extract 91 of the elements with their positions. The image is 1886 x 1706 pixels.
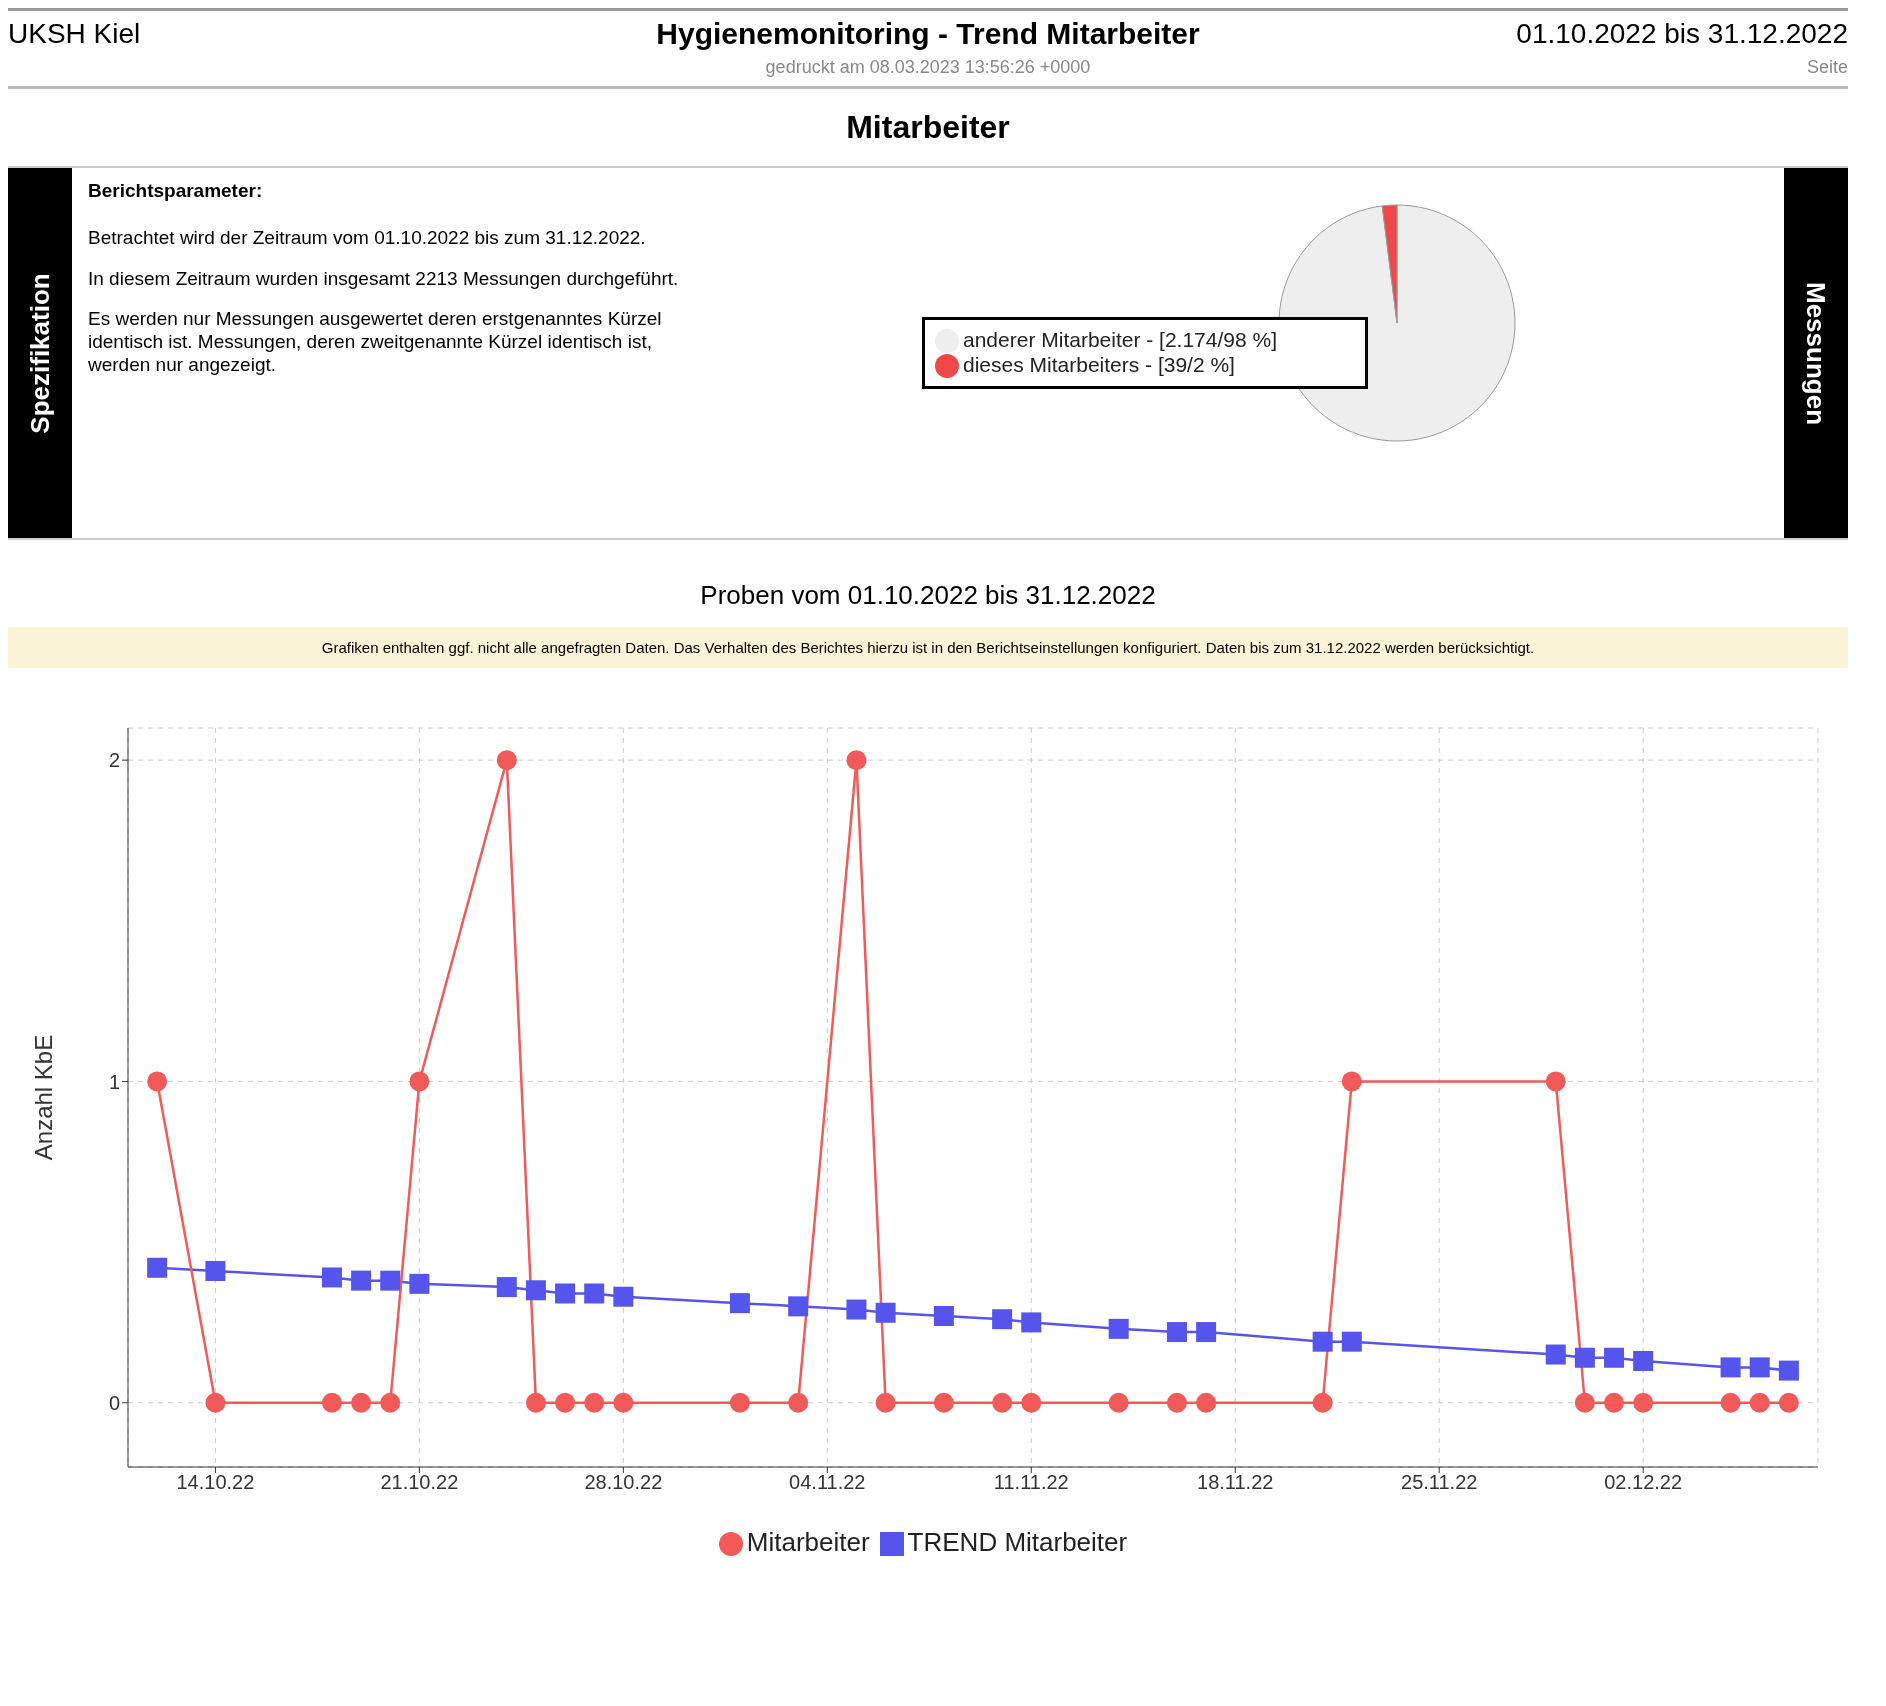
- text: Spezifikation: [24, 272, 56, 434]
- point: [1108, 1318, 1129, 1339]
- point: [1720, 1392, 1741, 1413]
- text: UKSH Kiel: [8, 18, 142, 50]
- point: [1633, 1350, 1654, 1371]
- point: [1749, 1392, 1770, 1413]
- text: Grafiken enthalten ggf. nicht alle angefragten Daten. Das Verhalten des Berichtes hierzu ist in den Berichtseinstellungen konfiguriert. Daten bis zum 31.12.2022 werden berücksichtigt.: [8, 627, 1848, 668]
- point: [496, 750, 517, 771]
- point: [1196, 1392, 1217, 1413]
- point: [1778, 1392, 1799, 1413]
- text: Messungen: [1800, 281, 1832, 425]
- x-tick-label: 11.11.22: [993, 1471, 1069, 1494]
- point: [1166, 1392, 1187, 1413]
- text: Berichtsparameter:: [88, 180, 264, 203]
- point: [1166, 1322, 1187, 1343]
- point: [729, 1392, 750, 1413]
- x-tick-label: 25.11.22: [1401, 1471, 1478, 1494]
- point: [846, 1299, 867, 1320]
- chart-subtitle: Mitarbeiter: [8, 89, 1848, 168]
- x-tick-label: 21.10.22: [380, 1471, 459, 1494]
- point: [380, 1392, 401, 1413]
- y-axis-title: Anzahl KbE: [29, 1034, 57, 1161]
- point: [992, 1392, 1013, 1413]
- point: [1021, 1312, 1042, 1333]
- point: [380, 1270, 401, 1291]
- point: [1633, 1392, 1654, 1413]
- point: [525, 1280, 546, 1301]
- point: [1108, 1392, 1129, 1413]
- legend-label: dieses Mitarbeiters - [39/2 %]: [963, 353, 1235, 376]
- point: [788, 1296, 809, 1317]
- point: [846, 750, 867, 771]
- text: Seite: [1805, 57, 1848, 78]
- point: [1720, 1357, 1741, 1378]
- text: Betrachtet wird der Zeitraum vom 01.10.2022 bis zum 31.12.2022.: [88, 226, 647, 250]
- point: [1778, 1360, 1799, 1381]
- point: [147, 1071, 168, 1092]
- point: [1574, 1392, 1595, 1413]
- x-tick-label: 18.11.22: [1197, 1471, 1274, 1494]
- point: [613, 1286, 634, 1307]
- x-tick-label: 02.12.22: [1604, 1471, 1683, 1494]
- point: [1312, 1331, 1333, 1352]
- point: [1312, 1392, 1333, 1413]
- point: [584, 1392, 605, 1413]
- point: [555, 1392, 576, 1413]
- point: [321, 1392, 342, 1413]
- point: [729, 1293, 750, 1314]
- y-tick-label: 0: [108, 1391, 120, 1414]
- legend-label: TREND Mitarbeiter: [907, 1527, 1128, 1557]
- text: gedruckt am 08.03.2023 13:56:26 +0000: [765, 57, 1091, 78]
- legend-label: anderer Mitarbeiter - [2.174/98 %]: [963, 327, 1277, 351]
- y-tick-label: 1: [108, 1070, 120, 1093]
- point: [525, 1392, 546, 1413]
- point: [351, 1270, 372, 1291]
- point: [933, 1392, 954, 1413]
- point: [584, 1283, 605, 1304]
- point: [788, 1392, 809, 1413]
- point: [147, 1257, 168, 1278]
- point: [1574, 1347, 1595, 1368]
- point: [992, 1309, 1013, 1330]
- legend-label: Mitarbeiter: [746, 1527, 870, 1557]
- point: [1341, 1071, 1362, 1092]
- text: 01.10.2022 bis 31.12.2022: [1515, 18, 1848, 50]
- point: [205, 1392, 226, 1413]
- point: [321, 1267, 342, 1288]
- point: [1545, 1071, 1566, 1092]
- pie-slice: [1278, 204, 1516, 442]
- chart-title: Proben vom 01.10.2022 bis 31.12.2022: [699, 579, 1157, 612]
- point: [351, 1392, 372, 1413]
- point: [933, 1305, 954, 1326]
- point: [496, 1277, 517, 1298]
- point: [875, 1302, 896, 1323]
- text: Es werden nur Messungen ausgewertet deren erstgenanntes Kürzel identisch ist. Messungen, deren zweitgenannte Kürzel identisch ist, werden nur angezeigt.: [88, 308, 663, 377]
- point: [1749, 1357, 1770, 1378]
- point: [409, 1273, 430, 1294]
- point: [1341, 1331, 1362, 1352]
- chart-title: Hygienemonitoring - Trend Mitarbeiter: [656, 17, 1200, 51]
- point: [1604, 1392, 1625, 1413]
- point: [409, 1071, 430, 1092]
- point: [875, 1392, 896, 1413]
- point: [1021, 1392, 1042, 1413]
- x-tick-label: 14.10.22: [176, 1471, 255, 1494]
- x-tick-label: 04.11.22: [789, 1471, 866, 1494]
- x-tick-label: 28.10.22: [584, 1471, 663, 1494]
- point: [1604, 1347, 1625, 1368]
- point: [205, 1261, 226, 1281]
- text: In diesem Zeitraum wurden insgesamt 2213 Messungen durchgeführt.: [88, 267, 680, 291]
- point: [1196, 1322, 1217, 1343]
- point: [555, 1283, 576, 1304]
- y-tick-label: 2: [108, 749, 120, 772]
- point: [1545, 1344, 1566, 1365]
- point: [613, 1392, 634, 1413]
